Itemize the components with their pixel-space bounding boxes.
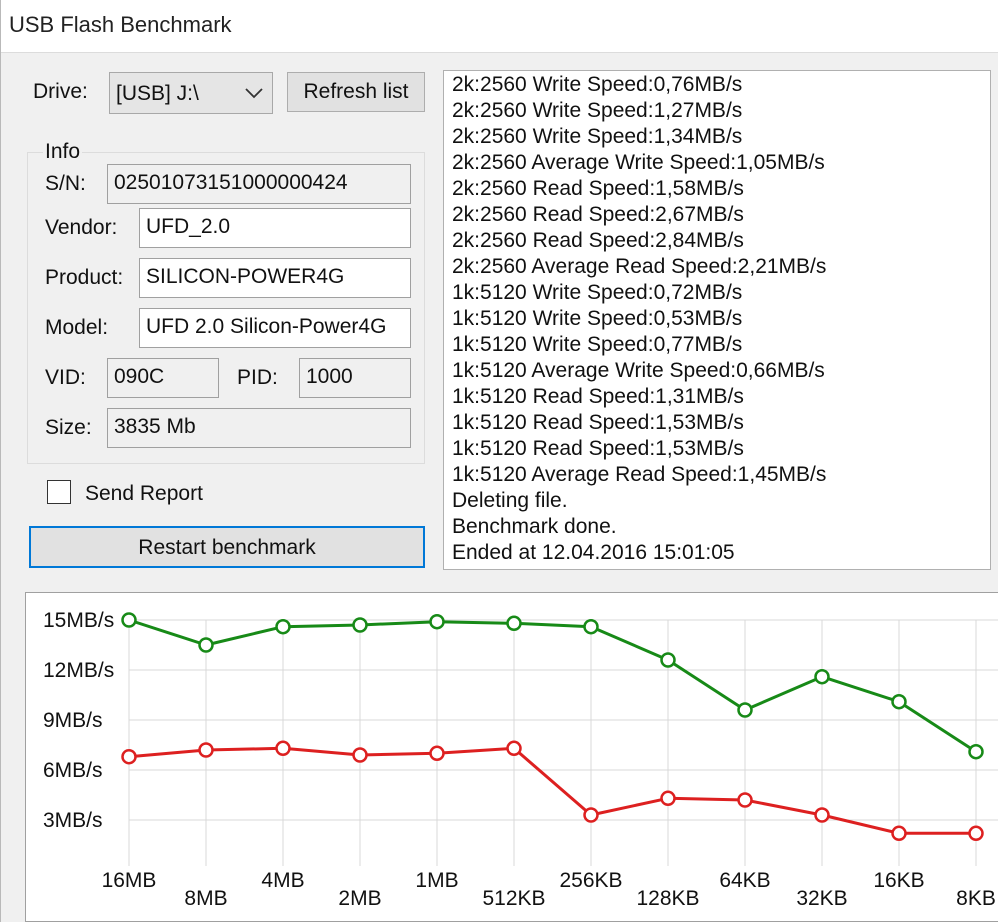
data-point bbox=[891, 693, 907, 710]
restart-benchmark-button[interactable]: Restart benchmark bbox=[29, 526, 425, 568]
log-line: 1k:5120 Average Read Speed:1,45MB/s bbox=[452, 463, 827, 486]
data-point bbox=[429, 745, 445, 762]
sn-field: 02501073151000000424 bbox=[107, 164, 411, 204]
log-line: 2k:2560 Write Speed:1,27MB/s bbox=[452, 99, 743, 122]
drive-label: Drive: bbox=[33, 80, 88, 103]
x-tick-label: 16MB bbox=[102, 869, 157, 892]
model-field[interactable]: UFD 2.0 Silicon-Power4G bbox=[139, 308, 411, 348]
log-line: Ended at 12.04.2016 15:01:05 bbox=[452, 541, 735, 564]
data-point bbox=[737, 792, 753, 808]
log-line: 2k:2560 Average Read Speed:2,21MB/s bbox=[452, 255, 827, 278]
x-tick-label: 32KB bbox=[796, 887, 847, 910]
vid-label: VID: bbox=[45, 366, 86, 389]
data-point bbox=[968, 743, 984, 760]
y-tick-label: 3MB/s bbox=[43, 809, 103, 832]
log-line: Deleting file. bbox=[452, 489, 568, 512]
data-point bbox=[506, 615, 522, 632]
x-tick-label: 256KB bbox=[559, 869, 622, 892]
data-point bbox=[660, 790, 676, 807]
chart-frame bbox=[25, 592, 998, 922]
data-point bbox=[814, 668, 830, 685]
size-field: 3835 Mb bbox=[107, 408, 411, 448]
drive-select-value: [USB] J:\ bbox=[116, 82, 199, 105]
chart-x-axis: 16MB 8MB 4MB 2MB 1MB 512KB 256KB 128KB 64KB 32KB 1… bbox=[102, 869, 996, 910]
vendor-label: Vendor: bbox=[45, 216, 118, 239]
series-line bbox=[128, 746, 976, 835]
data-point bbox=[968, 825, 984, 842]
log-line: 2k:2560 Average Write Speed:1,05MB/s bbox=[452, 151, 825, 174]
log-line: 2k:2560 Read Speed:2,84MB/s bbox=[452, 229, 744, 252]
x-tick-label: 128KB bbox=[636, 887, 699, 910]
speed-chart: 15MB/s 12MB/s 9MB/s 6MB/s 3MB/s 16MB 8MB 4MB 2M… bbox=[25, 592, 998, 922]
x-tick-label: 1MB bbox=[415, 869, 458, 892]
y-tick-label: 9MB/s bbox=[43, 709, 103, 732]
chart-y-axis: 15MB/s 12MB/s 9MB/s 6MB/s 3MB/s bbox=[43, 609, 114, 832]
log-line: Benchmark done. bbox=[452, 515, 617, 538]
data-point bbox=[198, 742, 214, 758]
pid-label: PID: bbox=[237, 366, 278, 389]
log-line: 1k:5120 Read Speed:1,53MB/s bbox=[452, 411, 744, 434]
log-output[interactable]: 2k:2560 Write Speed:0,76MB/s 2k:2560 Writ… bbox=[443, 70, 991, 570]
send-report-label: Send Report bbox=[85, 482, 203, 505]
series-line bbox=[128, 618, 977, 753]
x-tick-label: 8MB bbox=[184, 887, 227, 910]
data-point bbox=[891, 825, 907, 842]
vendor-field[interactable]: UFD_2.0 bbox=[139, 208, 411, 248]
data-point bbox=[352, 617, 368, 633]
y-tick-label: 15MB/s bbox=[43, 609, 114, 632]
data-point bbox=[275, 618, 291, 635]
window-title: USB Flash Benchmark bbox=[9, 12, 232, 37]
send-report-checkbox[interactable] bbox=[47, 480, 71, 504]
data-point bbox=[121, 612, 137, 628]
y-tick-label: 6MB/s bbox=[43, 759, 103, 782]
data-point bbox=[121, 748, 137, 765]
log-list: 2k:2560 Write Speed:0,76MB/s 2k:2560 Writ… bbox=[452, 72, 826, 566]
data-point bbox=[352, 747, 368, 763]
data-point bbox=[814, 807, 830, 823]
log-line: 1k:5120 Average Write Speed:0,66MB/s bbox=[452, 359, 825, 382]
x-tick-label: 16KB bbox=[873, 869, 924, 892]
x-tick-label: 8KB bbox=[956, 887, 996, 910]
log-line: 1k:5120 Write Speed:0,53MB/s bbox=[452, 307, 743, 330]
vid-field: 090C bbox=[107, 358, 219, 398]
data-point bbox=[506, 740, 522, 757]
refresh-list-button[interactable]: Refresh list bbox=[287, 72, 425, 112]
data-point bbox=[429, 613, 445, 630]
log-line: 2k:2560 Write Speed:0,76MB/s bbox=[452, 73, 743, 96]
x-tick-label: 4MB bbox=[261, 869, 304, 892]
y-tick-label: 12MB/s bbox=[43, 659, 114, 682]
info-group-label: Info bbox=[43, 140, 83, 164]
log-line: 2k:2560 Read Speed:1,58MB/s bbox=[452, 177, 744, 200]
data-point bbox=[198, 637, 214, 653]
product-field[interactable]: SILICON-POWER4G bbox=[139, 258, 411, 298]
title-bar: USB Flash Benchmark bbox=[1, 0, 998, 53]
x-tick-label: 2MB bbox=[338, 887, 381, 910]
data-point bbox=[275, 740, 291, 757]
model-label: Model: bbox=[45, 316, 109, 339]
data-point bbox=[737, 702, 753, 718]
log-line: 2k:2560 Write Speed:1,34MB/s bbox=[452, 125, 743, 148]
chevron-down-icon bbox=[245, 88, 263, 99]
data-point bbox=[583, 807, 599, 823]
x-tick-label: 64KB bbox=[719, 869, 770, 892]
info-groupbox bbox=[27, 152, 425, 464]
log-line: 1k:5120 Read Speed:1,31MB/s bbox=[452, 385, 744, 408]
sn-label: S/N: bbox=[45, 172, 86, 195]
log-line: 2k:2560 Read Speed:2,67MB/s bbox=[452, 203, 744, 226]
size-label: Size: bbox=[45, 416, 92, 439]
product-label: Product: bbox=[45, 266, 124, 289]
chart-grid bbox=[128, 619, 998, 866]
log-line: 1k:5120 Read Speed:1,53MB/s bbox=[452, 437, 744, 460]
x-tick-label: 512KB bbox=[482, 887, 545, 910]
pid-field: 1000 bbox=[299, 358, 411, 398]
chart-series bbox=[121, 612, 984, 842]
log-line: 1k:5120 Write Speed:0,72MB/s bbox=[452, 281, 743, 304]
data-point bbox=[583, 618, 599, 635]
data-point bbox=[660, 652, 676, 668]
log-line: 1k:5120 Write Speed:0,77MB/s bbox=[452, 333, 743, 356]
drive-select[interactable]: [USB] J:\ bbox=[109, 72, 273, 114]
